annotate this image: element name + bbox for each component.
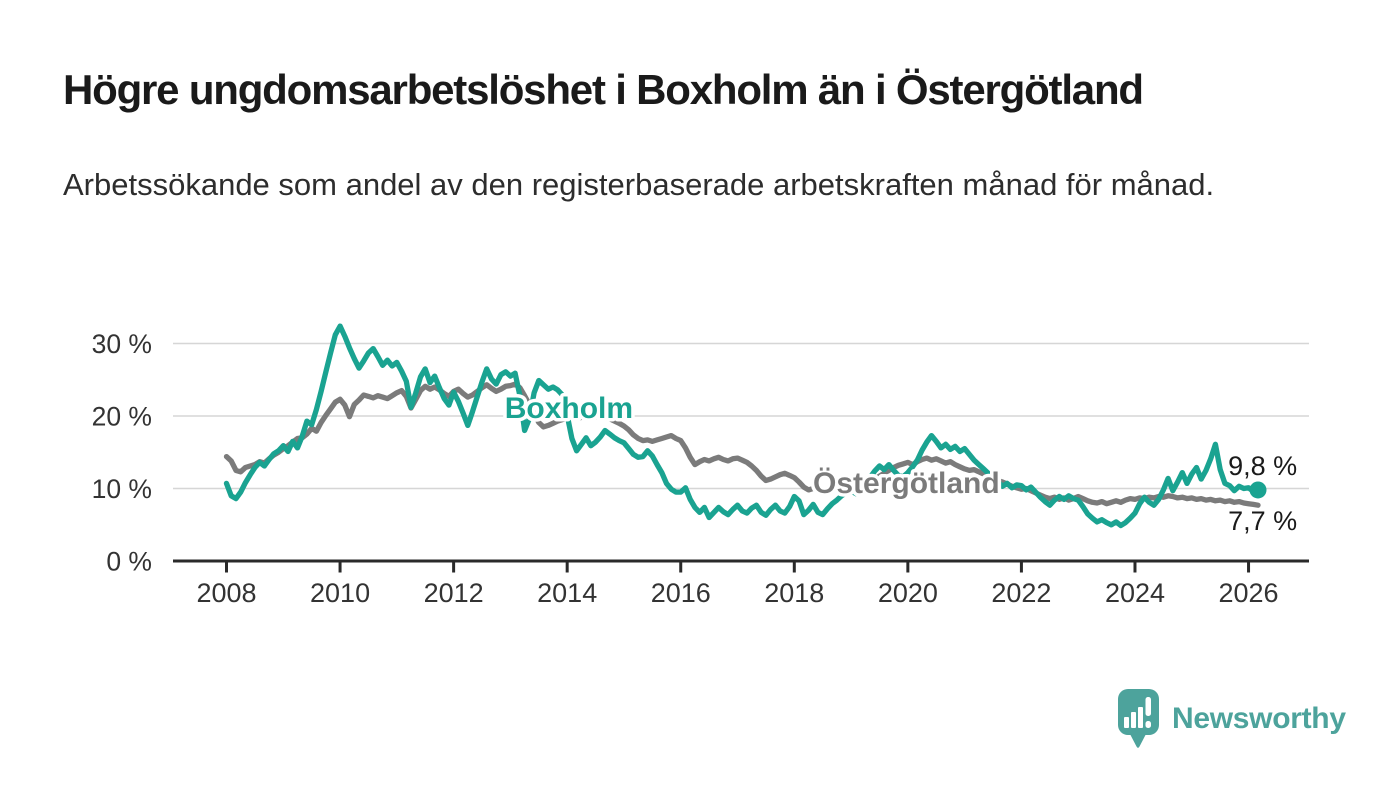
- x-tick-label: 2020: [878, 578, 938, 608]
- boxholm-series-label: Boxholm: [505, 392, 633, 425]
- x-tick-label: 2016: [651, 578, 711, 608]
- boxholm-end-dot: [1249, 481, 1267, 499]
- newsworthy-brand-text: Newsworthy: [1172, 702, 1346, 735]
- x-tick-label: 2022: [991, 578, 1051, 608]
- x-tick-label: 2012: [424, 578, 484, 608]
- x-tick-label: 2024: [1105, 578, 1165, 608]
- end-value-label: 7,7 %: [1228, 506, 1297, 536]
- newsworthy-pin-barchart-icon: [1118, 689, 1159, 748]
- stergtland-line: [223, 381, 1261, 508]
- y-tick-label: 20 %: [92, 402, 152, 432]
- boxholm-line: [223, 323, 1261, 529]
- end-value-label: 9,8 %: [1228, 451, 1297, 481]
- stergtland-series-label: Östergötland: [813, 467, 1000, 500]
- x-tick-label: 2026: [1219, 578, 1279, 608]
- chart-title: Högre ungdomsarbetslöshet i Boxholm än i…: [63, 66, 1144, 113]
- x-tick-label: 2008: [196, 578, 256, 608]
- x-tick-label: 2014: [537, 578, 597, 608]
- x-axis: [173, 559, 1309, 573]
- x-tick-label: 2018: [764, 578, 824, 608]
- y-tick-label: 30 %: [92, 329, 152, 359]
- x-tick-labels: 2008 2010 2012 2014 2016 2018 2020 2022 2024 2026: [196, 578, 1278, 608]
- chart-subtitle: Arbetssökande som andel av den registerb…: [63, 167, 1215, 202]
- x-tick-label: 2010: [310, 578, 370, 608]
- y-tick-label: 0 %: [106, 547, 152, 577]
- y-tick-label: 10 %: [92, 474, 152, 504]
- y-tick-labels: 0 % 10 % 20 % 30 %: [92, 329, 152, 577]
- y-gridlines: [173, 342, 1309, 490]
- newsworthy-logo: Newsworthy: [1116, 688, 1346, 750]
